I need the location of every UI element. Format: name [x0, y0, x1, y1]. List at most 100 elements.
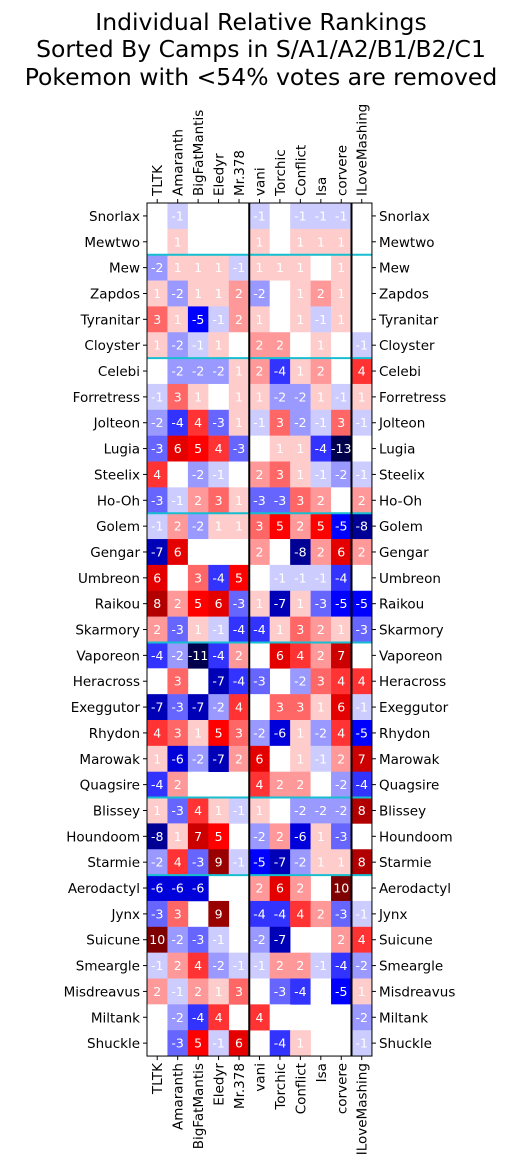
cell-label-aerodactyl-tltk: -6	[151, 881, 164, 896]
cell-forretress-mr-378	[228, 383, 250, 411]
cell-mew-ilovemashing	[351, 254, 373, 281]
row-label-left-suicune: Suicune	[86, 933, 140, 949]
cell-smeargle-corvere	[331, 952, 352, 979]
cell-label-snorlax-ilovemashing: 0	[358, 208, 366, 223]
cell-smeargle-amaranth	[167, 952, 189, 979]
cell-label-lugia-amaranth: 6	[174, 441, 182, 456]
cell-label-blissey-corvere: -2	[335, 803, 347, 818]
cell-label-raikou-bigfatmantis: 5	[194, 596, 202, 611]
row-label-right-umbreon: Umbreon	[379, 571, 441, 587]
cell-rhydon-bigfatmantis	[187, 720, 209, 747]
cell-starmie-bigfatmantis	[187, 849, 209, 876]
cell-celebi-mr-378	[228, 358, 250, 385]
cell-label-golem-mr-378: 1	[235, 519, 243, 534]
cell-blissey-vani	[249, 797, 270, 824]
cell-label-rhydon-torchic: -6	[274, 725, 287, 740]
cell-label-golem-isa: 5	[317, 519, 325, 534]
cell-lugia-isa	[310, 435, 332, 462]
cell-marowak-corvere	[331, 745, 352, 772]
cell-umbreon-mr-378	[228, 564, 250, 592]
cell-label-raikou-corvere: -5	[335, 596, 347, 611]
cell-starmie-tltk	[147, 849, 168, 876]
cell-label-suicune-eledyr: -1	[212, 932, 224, 947]
row-label-left-blissey: Blissey	[93, 803, 140, 819]
cell-label-raikou-mr-378: -3	[233, 596, 245, 611]
row-label-right-marowak: Marowak	[379, 752, 440, 768]
cell-label-zapdos-mr-378: 2	[235, 286, 243, 301]
cell-shuckle-bigfatmantis	[187, 1030, 209, 1057]
cell-label-blissey-bigfatmantis: 4	[194, 803, 202, 818]
cell-quagsire-mr-378	[228, 771, 250, 798]
cell-label-mew-mr-378: -1	[233, 260, 245, 275]
cell-forretress-tltk	[147, 383, 168, 411]
cell-label-zapdos-ilovemashing: 0	[358, 286, 366, 301]
row-label-left-rhydon: Rhydon	[89, 726, 140, 742]
cell-label-marowak-tltk: 1	[153, 751, 161, 766]
row-label-right-shuckle: Shuckle	[379, 1036, 432, 1052]
row-label-left-shuckle: Shuckle	[87, 1036, 140, 1052]
cell-label-misdreavus-eledyr: 1	[215, 984, 223, 999]
row-label-right-suicune: Suicune	[379, 933, 433, 949]
row-label-right-smeargle: Smeargle	[379, 959, 443, 975]
cell-umbreon-amaranth	[167, 564, 189, 592]
row-label-right-tyranitar: Tyranitar	[378, 312, 439, 328]
cell-raikou-corvere	[331, 590, 352, 617]
cell-zapdos-eledyr	[208, 280, 230, 307]
cell-label-smeargle-isa: -1	[315, 958, 327, 973]
cell-label-exeggutor-torchic: 3	[276, 700, 284, 715]
cell-exeggutor-torchic	[269, 694, 291, 721]
cell-lugia-ilovemashing	[351, 435, 373, 462]
cell-umbreon-torchic	[269, 564, 291, 592]
cell-label-jolteon-bigfatmantis: 4	[194, 415, 202, 430]
cell-gengar-vani	[249, 539, 270, 566]
cell-vaporeon-mr-378	[228, 642, 250, 669]
cell-label-golem-tltk: -1	[151, 519, 163, 534]
cell-label-celebi-ilovemashing: 4	[358, 364, 366, 379]
cell-blissey-bigfatmantis	[187, 797, 209, 824]
cell-raikou-bigfatmantis	[187, 590, 209, 617]
cell-label-smeargle-mr-378: -1	[233, 958, 245, 973]
cell-label-misdreavus-tltk: 2	[153, 984, 161, 999]
cell-label-golem-conflict: 2	[296, 519, 304, 534]
cell-label-houndoom-eledyr: 5	[215, 829, 223, 844]
cell-cloyster-conflict	[290, 332, 311, 359]
column-label-top-isa: Isa	[314, 177, 330, 196]
cell-mew-vani	[249, 254, 270, 281]
cell-heracross-corvere	[331, 668, 352, 695]
column-label-top-conflict: Conflict	[293, 145, 309, 196]
cell-misdreavus-corvere	[331, 978, 352, 1005]
cell-zapdos-bigfatmantis	[187, 280, 209, 307]
cell-label-houndoom-tltk: -8	[151, 829, 164, 844]
cell-label-miltank-ilovemashing: -2	[355, 1010, 367, 1025]
cell-aerodactyl-conflict	[290, 875, 311, 902]
cell-raikou-tltk	[147, 590, 168, 617]
row-label-right-starmie: Starmie	[379, 855, 432, 871]
cell-mew-eledyr	[208, 254, 230, 281]
cell-aerodactyl-torchic	[269, 875, 291, 902]
row-label-left-jolteon: Jolteon	[93, 416, 140, 432]
cell-vaporeon-corvere	[331, 642, 352, 669]
cell-vaporeon-eledyr	[208, 642, 230, 669]
cell-label-smeargle-ilovemashing: -2	[355, 958, 367, 973]
cell-exeggutor-amaranth	[167, 694, 189, 721]
cell-label-miltank-bigfatmantis: -4	[192, 1010, 205, 1025]
cell-label-starmie-corvere: 1	[337, 855, 345, 870]
cell-label-zapdos-conflict: 1	[296, 286, 304, 301]
cell-houndoom-conflict	[290, 823, 311, 850]
cell-label-golem-corvere: -5	[335, 519, 347, 534]
cell-label-lugia-corvere: -13	[331, 441, 351, 456]
cell-mewtwo-isa	[310, 228, 332, 255]
cell-golem-mr-378	[228, 513, 250, 540]
cell-label-suicune-tltk: 10	[149, 932, 165, 947]
cell-houndoom-torchic	[269, 823, 291, 850]
row-label-left-golem: Golem	[96, 519, 140, 535]
cell-label-gengar-vani: 2	[256, 544, 264, 559]
cell-label-jynx-eledyr: 9	[215, 906, 223, 921]
cell-label-forretress-vani: 1	[256, 389, 264, 404]
cell-label-cloyster-bigfatmantis: -1	[192, 338, 204, 353]
cell-label-forretress-torchic: -2	[274, 389, 286, 404]
cell-label-mewtwo-torchic: 0	[276, 234, 284, 249]
cell-label-starmie-mr-378: -1	[233, 855, 245, 870]
cell-rhydon-conflict	[290, 720, 311, 747]
cell-label-ho-oh-conflict: 3	[296, 493, 304, 508]
